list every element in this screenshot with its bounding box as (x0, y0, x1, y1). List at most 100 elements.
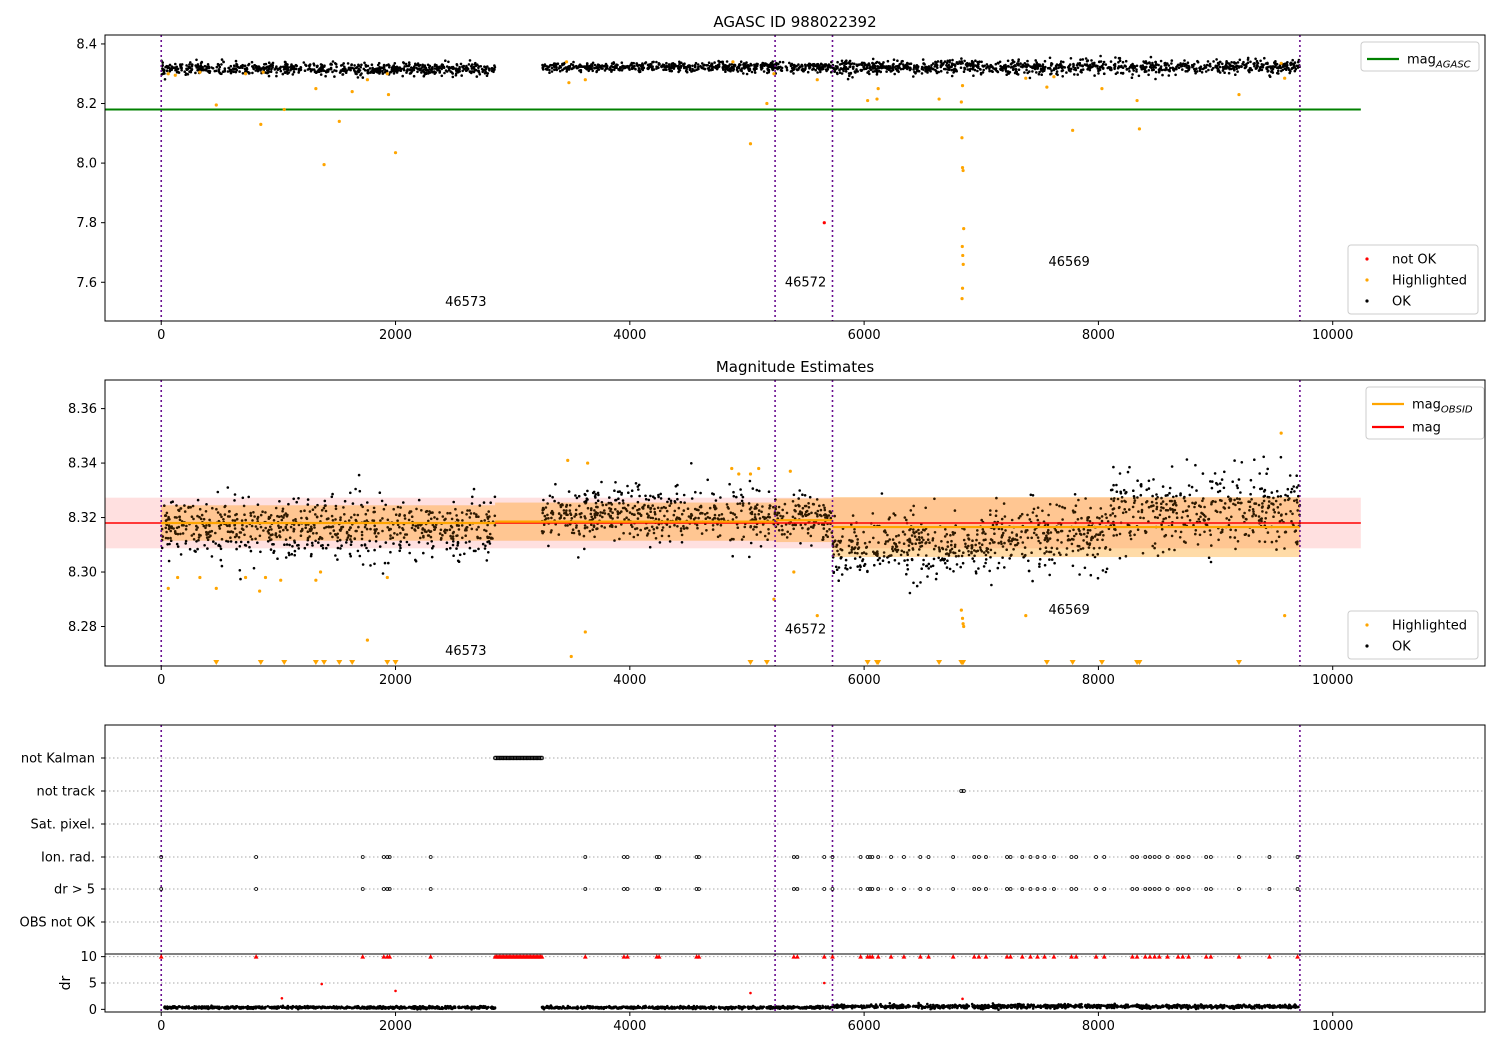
ok-point (1232, 61, 1236, 64)
ok-point (410, 515, 414, 518)
ok-point (1174, 73, 1177, 77)
ok-point (451, 543, 455, 547)
ok-point (421, 63, 425, 67)
ok-point (305, 517, 309, 521)
ok-point (477, 66, 480, 70)
ok-point (601, 67, 604, 70)
ok-point (697, 516, 700, 520)
ok-point (414, 559, 418, 563)
below-range-marker (1098, 660, 1105, 665)
ok-point (284, 525, 288, 529)
ok-point (429, 535, 433, 539)
ok-point (410, 526, 414, 530)
highlighted-point (1045, 85, 1049, 89)
ok-point (448, 66, 451, 69)
ok-point (1128, 69, 1131, 73)
ok-point (855, 68, 858, 71)
ok-point (863, 61, 866, 65)
ok-point (1025, 65, 1028, 69)
ok-point (291, 545, 294, 548)
ok-point (164, 536, 168, 540)
ok-point (984, 561, 987, 565)
ok-point (544, 506, 548, 509)
highlighted-point (365, 78, 370, 82)
ok-point (322, 69, 326, 73)
ok-point (946, 71, 949, 74)
ok-point (593, 63, 597, 67)
ok-point (226, 530, 230, 533)
ok-point (548, 71, 551, 74)
ok-point (1216, 483, 1219, 486)
ok-point (543, 63, 547, 66)
ok-point (554, 482, 557, 486)
ok-point (196, 514, 199, 518)
ok-point (728, 482, 731, 486)
ok-point (241, 72, 245, 75)
ok-point (249, 535, 252, 538)
ok-point (781, 60, 785, 64)
ok-point (306, 503, 310, 506)
ok-point (347, 67, 351, 70)
ok-point (348, 528, 351, 532)
highlighted-point (792, 570, 796, 574)
ok-point (272, 519, 276, 522)
ok-point (232, 70, 235, 74)
below-range-marker (864, 660, 871, 665)
ok-point (448, 528, 452, 531)
ok-point (196, 63, 200, 66)
ok-point (429, 511, 433, 514)
ok-point (1128, 465, 1131, 469)
ok-point (164, 519, 168, 522)
ok-point (256, 503, 260, 507)
ok-point (768, 504, 772, 507)
ok-point (547, 544, 550, 548)
ok-point (732, 490, 735, 494)
ok-point (906, 563, 909, 567)
ok-point (365, 527, 369, 531)
ok-point (205, 533, 208, 536)
ok-point (658, 541, 662, 544)
ok-point (1035, 61, 1038, 64)
ok-point (1256, 61, 1259, 65)
ok-point (1072, 65, 1075, 69)
ok-point (792, 72, 795, 75)
ok-point (198, 515, 201, 519)
ok-point (353, 64, 356, 67)
highlighted-point (386, 92, 391, 97)
ok-point (164, 526, 168, 530)
ok-point (568, 509, 572, 512)
ok-point (297, 69, 301, 72)
ok-point (178, 518, 182, 521)
ok-point (555, 66, 558, 69)
ok-point (366, 501, 369, 504)
ok-point (1175, 494, 1178, 498)
ok-point (323, 504, 327, 508)
ok-point (1147, 487, 1151, 490)
highlighted-point (962, 227, 966, 231)
ok-point (426, 542, 430, 545)
ok-point (1206, 60, 1210, 63)
ok-point (971, 66, 975, 69)
ok-point (365, 519, 369, 522)
ok-point (1246, 61, 1250, 64)
ok-point (455, 524, 459, 527)
ok-point (306, 538, 310, 542)
ok-point (486, 523, 489, 527)
ok-point (479, 536, 482, 540)
ok-point (1270, 70, 1273, 73)
ok-point (254, 69, 257, 72)
ok-point (982, 68, 985, 72)
ok-point (247, 495, 250, 499)
ok-point (1187, 484, 1191, 487)
ok-point (585, 67, 589, 71)
ok-point (595, 69, 599, 73)
ok-point (1167, 64, 1171, 67)
ok-point (373, 68, 376, 71)
ok-point (243, 64, 247, 68)
ok-point (233, 527, 237, 530)
ok-point (451, 535, 455, 538)
ok-point (725, 60, 729, 63)
ok-point (199, 517, 203, 521)
ok-point (1210, 68, 1214, 72)
ok-point (231, 530, 235, 534)
